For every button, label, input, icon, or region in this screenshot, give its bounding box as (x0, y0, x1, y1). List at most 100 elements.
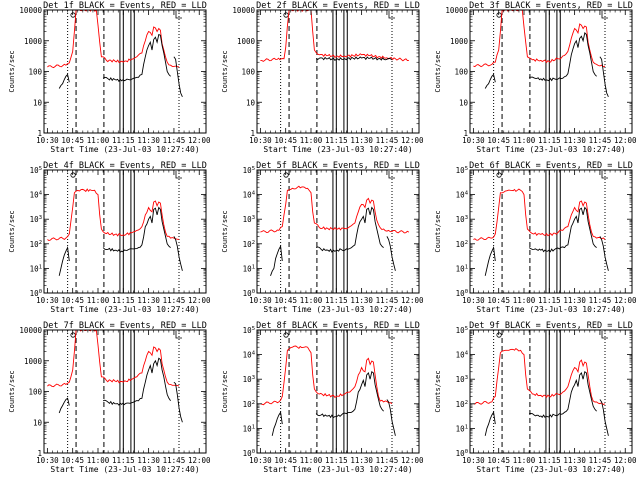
y-tick-label: 104 (456, 351, 469, 360)
chart-title: Det 4f BLACK = Events, RED = LLD (43, 161, 207, 171)
y-tick-label: 102 (456, 240, 468, 249)
chart-title: Det 2f BLACK = Events, RED = LLD (256, 1, 420, 11)
x-axis-label: Start Time (23-Jul-03 10:27:40) (476, 305, 625, 314)
x-tick-label: 10:45 (487, 136, 510, 145)
y-tick-label: 105 (243, 166, 255, 175)
x-axis-label: Start Time (23-Jul-03 10:27:40) (263, 465, 412, 474)
series-line-events (484, 246, 496, 276)
series-line-events (386, 399, 396, 436)
series-line-lld (473, 10, 606, 68)
y-tick-label: 10 (459, 98, 469, 107)
y-tick-label: 101 (456, 424, 468, 433)
x-tick-label: 10:30 (462, 136, 485, 145)
x-tick-label: 11:15 (538, 456, 561, 465)
y-tick-label: 100 (454, 68, 468, 77)
series-line-events (484, 73, 496, 89)
y-tick-label: 102 (243, 400, 255, 409)
series-line-lld (473, 188, 606, 241)
y-tick-label: 104 (243, 191, 256, 200)
y-axis-label: Counts/sec (8, 370, 16, 412)
x-tick-label: 10:30 (462, 296, 485, 305)
y-tick-label: 104 (243, 351, 256, 360)
chart-panel-det-8f: Det 8f BLACK = Events, RED = LLD 100 101 10… (221, 321, 424, 474)
x-tick-label: 12:00 (614, 136, 637, 145)
series-line-events (102, 33, 171, 83)
y-tick-label: 10000 (232, 6, 255, 15)
x-tick-label: 11:00 (87, 456, 110, 465)
y-tick-label: 103 (243, 215, 255, 224)
series-line-events (315, 206, 384, 253)
marker-corner-symbol (601, 331, 608, 339)
y-tick-label: 1 (37, 449, 42, 458)
x-axis-label: Start Time (23-Jul-03 10:27:40) (50, 305, 199, 314)
plot-frame (43, 329, 207, 454)
y-axis-label: Counts/sec (8, 50, 16, 92)
x-tick-label: 11:00 (513, 136, 536, 145)
series-line-events (528, 206, 597, 253)
y-tick-label: 104 (30, 191, 43, 200)
series-line-lld (260, 345, 393, 406)
x-tick-label: 10:45 (487, 296, 510, 305)
x-tick-label: 12:00 (188, 296, 211, 305)
x-tick-label: 11:30 (563, 136, 586, 145)
y-tick-label: 100 (243, 289, 255, 298)
marker-corner-symbol (175, 171, 182, 179)
y-axis-label: Counts/sec (434, 210, 442, 252)
marker-corner-symbol (388, 11, 395, 19)
series-line-events (315, 56, 393, 62)
plot-frame (469, 329, 633, 454)
y-tick-label: 105 (243, 326, 255, 335)
x-tick-label: 11:15 (325, 136, 348, 145)
y-tick-label: 10 (246, 98, 256, 107)
x-tick-label: 11:30 (350, 456, 373, 465)
y-tick-label: 1 (37, 129, 42, 138)
y-tick-label: 101 (456, 264, 468, 273)
series-line-events (173, 236, 183, 271)
x-tick-label: 10:45 (274, 456, 297, 465)
x-tick-label: 11:00 (87, 136, 110, 145)
x-tick-label: 11:00 (513, 296, 536, 305)
x-tick-label: 11:45 (163, 296, 186, 305)
y-tick-label: 104 (456, 191, 469, 200)
x-tick-label: 11:30 (563, 296, 586, 305)
x-tick-label: 11:15 (538, 296, 561, 305)
x-tick-label: 12:00 (188, 456, 211, 465)
y-axis-label: Counts/sec (221, 50, 229, 92)
x-tick-label: 11:30 (137, 456, 160, 465)
x-tick-label: 10:30 (249, 456, 272, 465)
x-tick-label: 12:00 (614, 296, 637, 305)
chart-title: Det 5f BLACK = Events, RED = LLD (256, 161, 420, 171)
y-tick-label: 105 (30, 166, 42, 175)
y-tick-label: 10000 (19, 6, 42, 15)
series-line-events (102, 206, 171, 253)
plot-frame (256, 169, 420, 294)
chart-title: Det 7f BLACK = Events, RED = LLD (43, 321, 207, 331)
x-axis-label: Start Time (23-Jul-03 10:27:40) (50, 465, 199, 474)
series-line-events (271, 411, 283, 436)
x-axis-label: Start Time (23-Jul-03 10:27:40) (263, 145, 412, 154)
x-tick-label: 11:45 (376, 296, 399, 305)
y-tick-label: 101 (243, 264, 255, 273)
series-line-events (102, 357, 171, 406)
x-axis-label: Start Time (23-Jul-03 10:27:40) (476, 145, 625, 154)
y-axis-label: Counts/sec (221, 370, 229, 412)
x-tick-label: 10:30 (36, 136, 59, 145)
y-tick-label: 103 (30, 215, 42, 224)
x-tick-label: 11:45 (163, 136, 186, 145)
chart-panel-det-7f: Det 7f BLACK = Events, RED = LLD 1 10 100 10… (8, 321, 211, 474)
plot-frame (256, 329, 420, 454)
series-line-events (386, 236, 396, 271)
series-line-events (173, 56, 183, 97)
marker-corner-symbol (601, 171, 608, 179)
y-tick-label: 100 (30, 289, 42, 298)
y-axis-label: Counts/sec (8, 210, 16, 252)
y-tick-label: 102 (243, 240, 255, 249)
plot-frame (43, 9, 207, 134)
y-tick-label: 10000 (445, 6, 468, 15)
y-tick-label: 1000 (450, 37, 469, 46)
x-tick-label: 11:30 (137, 296, 160, 305)
marker-corner-symbol (175, 11, 182, 19)
x-tick-label: 11:45 (163, 456, 186, 465)
y-tick-label: 102 (456, 400, 468, 409)
x-tick-label: 12:00 (188, 136, 211, 145)
